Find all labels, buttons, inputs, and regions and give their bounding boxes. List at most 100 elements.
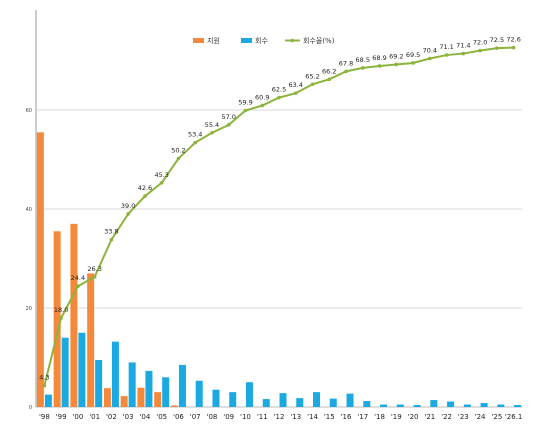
line-point (478, 48, 482, 53)
line-point (159, 180, 164, 185)
x-tick-label: '98 (39, 413, 50, 421)
bar-recovery (497, 404, 505, 407)
line-point (176, 156, 181, 161)
data-label: 18.0 (54, 306, 68, 314)
bar-recovery (195, 380, 203, 407)
x-tick-label: '07 (190, 413, 201, 421)
y-tick-label: 40 (26, 207, 32, 213)
x-tick-label: '05 (156, 413, 167, 421)
x-tick-label: '14 (307, 413, 318, 421)
x-tick-label: '22 (441, 413, 452, 421)
bar-recovery (430, 400, 438, 407)
legend-swatch-recovery (241, 38, 252, 43)
x-tick-label: '02 (106, 413, 117, 421)
data-label: 72.5 (490, 36, 504, 44)
bar-recovery (396, 404, 404, 407)
line-point (461, 51, 466, 56)
bar-support (120, 396, 128, 407)
x-tick-label: '12 (274, 413, 285, 421)
bar-recovery (78, 332, 86, 407)
bar-recovery (514, 405, 522, 407)
bar-recovery (413, 405, 421, 407)
line-point (210, 130, 214, 135)
line-point (394, 62, 399, 67)
data-label: 39.0 (121, 202, 135, 210)
bar-support (36, 132, 44, 407)
data-label: 67.8 (339, 59, 353, 67)
legend-swatch-support (193, 38, 204, 43)
x-tick-label: '20 (408, 413, 419, 421)
bar-support (87, 273, 95, 407)
line-point (260, 103, 265, 108)
data-label: 4.3 (39, 374, 49, 382)
line-point (277, 95, 281, 100)
x-tick-label: '11 (257, 413, 268, 421)
x-tick-label: '13 (290, 413, 301, 421)
data-label: 63.4 (289, 81, 303, 89)
bar-recovery (279, 393, 287, 407)
bar-recovery (44, 394, 52, 407)
legend-marker-recovery-rate (290, 38, 295, 43)
x-tick-label: '08 (207, 413, 218, 421)
line-point (193, 140, 198, 145)
x-tick-label: '17 (357, 413, 368, 421)
bar-recovery (212, 389, 220, 407)
data-label: 57.0 (221, 113, 235, 121)
line-point (76, 284, 80, 289)
bar-support (154, 392, 162, 407)
data-label: 70.4 (423, 47, 437, 55)
line-point (92, 275, 97, 279)
bar-recovery (245, 382, 253, 407)
x-tick-label: '18 (374, 413, 385, 421)
bar-support (137, 387, 145, 407)
data-label: 68.5 (356, 56, 370, 64)
x-tick-label: '16 (341, 413, 352, 421)
line-point (293, 91, 298, 95)
data-label: 60.9 (255, 94, 269, 102)
bar-recovery (346, 393, 354, 407)
bar-recovery (363, 401, 371, 407)
bar-recovery (229, 392, 237, 407)
data-label: 59.9 (238, 98, 252, 106)
y-tick-label: 60 (26, 108, 32, 114)
y-tick-label: 20 (26, 306, 32, 312)
x-tick-label: '26.1 (505, 413, 523, 421)
x-tick-label: '23 (458, 413, 469, 421)
bar-recovery (61, 337, 69, 407)
line-point (143, 194, 147, 198)
bar-recovery (463, 404, 471, 407)
bar-recovery (162, 377, 170, 407)
line-point (428, 56, 432, 61)
data-label: 24.4 (71, 274, 85, 282)
x-tick-label: '25 (491, 413, 502, 421)
x-tick-label: '09 (223, 413, 234, 421)
bar-support (170, 405, 178, 407)
line-point (444, 53, 449, 57)
line-point (243, 108, 248, 113)
line-point (42, 383, 47, 388)
x-tick-label: '01 (89, 413, 100, 421)
data-label: 69.5 (406, 51, 420, 59)
bar-recovery (480, 403, 488, 407)
data-label: 72.6 (506, 36, 520, 44)
bar-recovery (95, 359, 103, 407)
x-tick-label: '21 (424, 413, 435, 421)
bar-recovery (128, 362, 136, 407)
x-tick-label: '06 (173, 413, 184, 421)
data-label: 55.4 (205, 121, 219, 129)
bar-recovery (380, 404, 388, 407)
line-point (327, 77, 332, 82)
bar-recovery (296, 398, 304, 407)
data-label: 71.1 (439, 43, 453, 51)
bar-support (70, 223, 78, 407)
line-point (59, 316, 63, 320)
line-point (360, 66, 365, 70)
line-point (226, 123, 231, 127)
data-label: 33.8 (104, 228, 118, 236)
data-label: 50.2 (171, 147, 185, 155)
data-label: 65.2 (305, 72, 319, 80)
x-tick-label: '99 (56, 413, 67, 421)
y-tick-label: 0 (29, 405, 32, 411)
data-label: 53.4 (188, 131, 202, 139)
